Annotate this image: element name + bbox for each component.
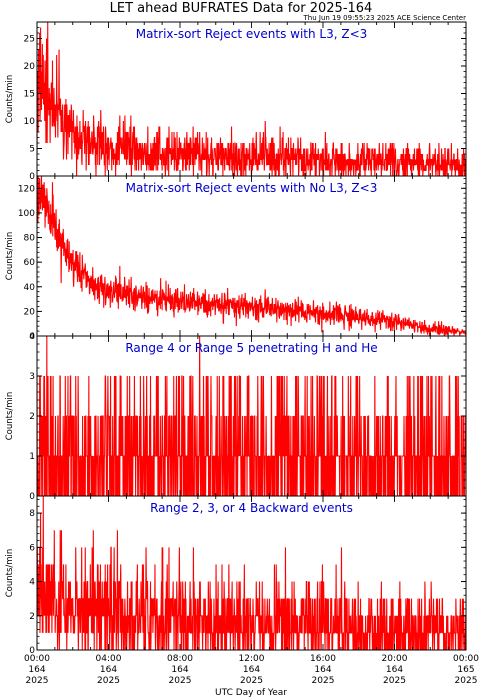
x-tick-label-year: 2025 <box>169 676 192 686</box>
x-axis: 00:00164202504:00164202508:00164202512:0… <box>24 654 479 686</box>
y-axis-label: Counts/min <box>5 232 15 281</box>
x-tick-label-time: 00:00 <box>453 654 479 664</box>
y-tick-label: 25 <box>24 35 35 45</box>
panel-title: Matrix-sort Reject events with No L3, Z<… <box>126 181 378 195</box>
panel-title: Range 2, 3, or 4 Backward events <box>150 501 353 515</box>
y-tick-label: 6 <box>29 543 35 553</box>
y-tick-label: 100 <box>18 209 35 219</box>
panel-title: Matrix-sort Reject events with L3, Z<3 <box>136 27 368 41</box>
y-tick-label: 3 <box>29 372 35 382</box>
y-axis-label: Counts/min <box>5 75 15 124</box>
y-axis-label: Counts/min <box>5 549 15 598</box>
x-tick-label-doy: 164 <box>100 665 117 675</box>
x-axis-label: UTC Day of Year <box>215 688 287 698</box>
series-line-2 <box>37 176 466 336</box>
x-tick-label-doy: 165 <box>457 665 474 675</box>
x-tick-label-year: 2025 <box>97 676 120 686</box>
x-tick-label-year: 2025 <box>26 676 49 686</box>
x-tick-label-time: 20:00 <box>382 654 408 664</box>
x-tick-label-doy: 164 <box>171 665 188 675</box>
y-tick-label: 5 <box>29 145 35 155</box>
y-tick-label: 20 <box>24 307 36 317</box>
x-tick-label-year: 2025 <box>312 676 335 686</box>
generation-timestamp: Thu Jun 19 09:55:23 2025 ACE Science Cen… <box>303 14 467 22</box>
x-tick-label-time: 12:00 <box>239 654 265 664</box>
y-tick-label: 40 <box>24 283 36 293</box>
panel-4: 0 2 4 6 8 Counts/min Range 2, 3, or 4 Backward… <box>5 495 467 656</box>
y-tick-label: 1 <box>29 452 35 462</box>
x-tick-label-doy: 164 <box>386 665 403 675</box>
y-tick-label: 4 <box>29 578 35 588</box>
y-tick-label: 80 <box>24 234 36 244</box>
x-tick-label-year: 2025 <box>240 676 263 686</box>
x-tick-label-time: 16:00 <box>310 654 336 664</box>
y-tick-label: 4 <box>29 332 35 342</box>
x-tick-label-time: 00:00 <box>24 654 50 664</box>
panel-1: 0 5 10 15 20 25 Counts/min Matrix-sort Reject e… <box>5 21 467 182</box>
y-tick-label: 60 <box>24 258 36 268</box>
y-tick-label: 0 <box>29 492 35 502</box>
x-tick-label-doy: 164 <box>314 665 331 675</box>
x-tick-label-doy: 164 <box>28 665 45 675</box>
y-tick-label: 8 <box>29 509 35 519</box>
y-axis-label: Counts/min <box>5 392 15 441</box>
y-tick-label: 2 <box>29 612 35 622</box>
panel-frame <box>36 175 467 337</box>
x-tick-label-time: 08:00 <box>167 654 193 664</box>
series-line-1 <box>37 22 466 176</box>
y-tick-label: 15 <box>24 90 35 100</box>
x-tick-label-year: 2025 <box>383 676 406 686</box>
series-line-3 <box>37 336 466 496</box>
panel-title: Range 4 or Range 5 penetrating H and He <box>125 341 377 355</box>
chart-title: LET ahead BUFRATES Data for 2025-164 <box>110 1 373 16</box>
y-tick-label: 0 <box>29 646 35 656</box>
x-tick-label-year: 2025 <box>455 676 478 686</box>
y-tick-label: 120 <box>18 184 35 194</box>
y-tick-label: 2 <box>29 412 35 422</box>
x-tick-label-doy: 164 <box>243 665 260 675</box>
series-line-4 <box>37 496 466 650</box>
panel-3: 0 1 2 3 4 Counts/min Range 4 or Range 5 penetr… <box>5 332 467 502</box>
y-tick-label: 20 <box>24 62 36 72</box>
y-tick-label: 0 <box>29 172 35 182</box>
y-tick-label: 10 <box>24 117 36 127</box>
y-tick-label: 0 <box>29 332 35 342</box>
x-tick-label-time: 04:00 <box>96 654 122 664</box>
